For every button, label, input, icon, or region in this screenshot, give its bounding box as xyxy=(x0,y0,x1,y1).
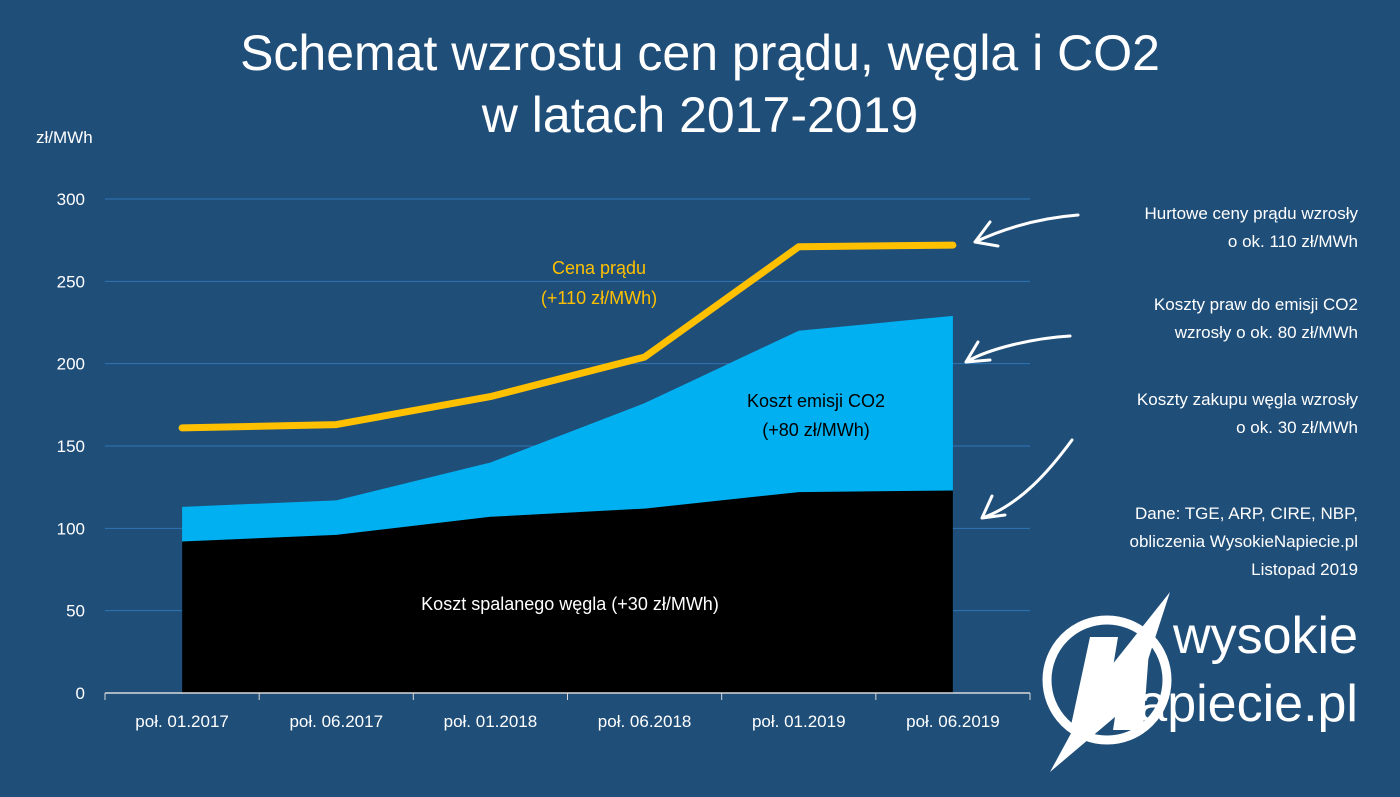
x-tick-label: poł. 01.2019 xyxy=(752,712,846,731)
chart-title: Schemat wzrostu cen prądu, węgla i CO2 w… xyxy=(0,22,1400,146)
logo-text-2: Napiecie.pl xyxy=(1101,674,1358,734)
y-tick-label: 150 xyxy=(57,437,85,456)
note-line: Listopad 2019 xyxy=(1251,560,1358,579)
co2-label-2: (+80 zł/MWh) xyxy=(762,420,870,440)
arrow-coal-icon xyxy=(980,438,1074,520)
coal-area xyxy=(182,490,953,693)
x-tick-label: poł. 01.2018 xyxy=(444,712,538,731)
logo-text-1: wysokie xyxy=(1173,607,1358,665)
y-tick-label: 200 xyxy=(57,355,85,374)
logo-icon xyxy=(1042,592,1172,772)
title-line-1: Schemat wzrostu cen prądu, węgla i CO2 xyxy=(240,25,1160,81)
y-tick-label: 0 xyxy=(76,684,85,703)
note-source: Dane: TGE, ARP, CIRE, NBP, obliczenia Wy… xyxy=(1129,500,1358,584)
arrow-co2-icon xyxy=(964,334,1072,364)
note-line: Dane: TGE, ARP, CIRE, NBP, xyxy=(1135,504,1358,523)
y-tick-label: 300 xyxy=(57,190,85,209)
x-tick-label: poł. 06.2017 xyxy=(289,712,383,731)
x-tick-label: poł. 06.2018 xyxy=(598,712,692,731)
co2-label-1: Koszt emisji CO2 xyxy=(747,391,885,411)
note-line: Hurtowe ceny prądu wzrosły xyxy=(1144,204,1358,223)
price-label-1: Cena prądu xyxy=(552,258,646,278)
x-tick-label: poł. 01.2017 xyxy=(135,712,229,731)
note-line: Koszty praw do emisji CO2 xyxy=(1153,295,1358,314)
note-line: Koszty zakupu węgla wzrosły xyxy=(1136,390,1358,409)
note-line: wzrosły o ok. 80 zł/MWh xyxy=(1174,323,1358,342)
arrow-price-icon xyxy=(973,213,1080,248)
note-line: o ok. 110 zł/MWh xyxy=(1227,232,1358,251)
note-line: obliczenia WysokieNapiecie.pl xyxy=(1129,532,1358,551)
coal-label: Koszt spalanego węgla (+30 zł/MWh) xyxy=(421,594,719,614)
logo-text-2-value: Napiecie.pl xyxy=(1100,675,1358,733)
y-tick-label: 250 xyxy=(57,272,85,291)
price-line xyxy=(178,241,957,432)
x-tick-label: poł. 06.2019 xyxy=(906,712,1000,731)
title-line-2: w latach 2017-2019 xyxy=(481,87,919,143)
y-tick-label: 50 xyxy=(66,602,85,621)
note-co2: Koszty praw do emisji CO2 wzrosły o ok. … xyxy=(1154,291,1358,347)
note-coal: Koszty zakupu węgla wzrosły o ok. 30 zł/… xyxy=(1137,386,1358,442)
y-axis-label: zł/MWh xyxy=(36,128,93,147)
note-line: o ok. 30 zł/MWh xyxy=(1236,418,1358,437)
y-tick-label: 100 xyxy=(57,519,85,538)
note-price: Hurtowe ceny prądu wzrosły o ok. 110 zł/… xyxy=(1144,200,1358,256)
price-label-2: (+110 zł/MWh) xyxy=(541,288,657,308)
